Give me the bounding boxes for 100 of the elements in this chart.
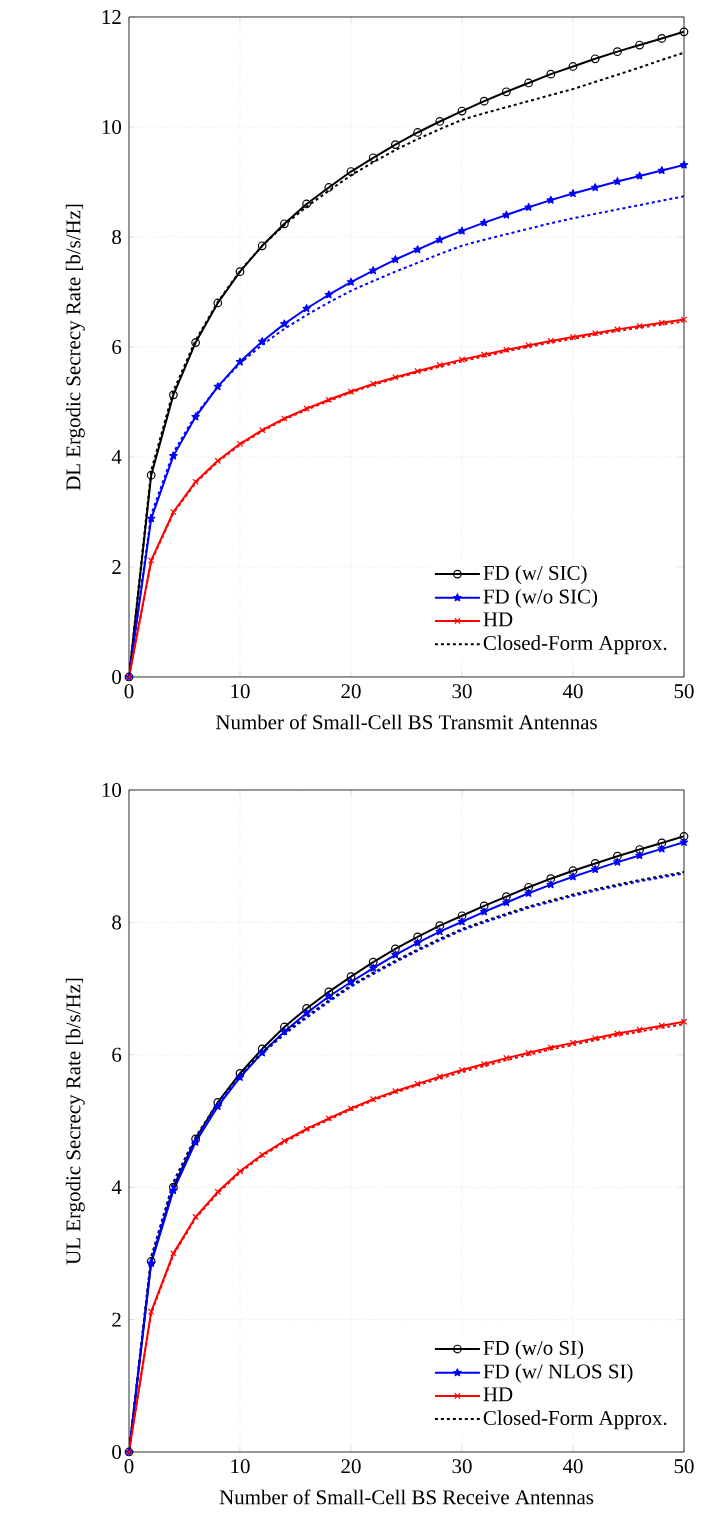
point <box>258 1151 266 1159</box>
point <box>302 304 311 313</box>
point <box>568 62 578 71</box>
point <box>458 356 466 363</box>
point <box>146 470 156 480</box>
point <box>635 40 644 50</box>
point <box>457 917 467 926</box>
point <box>435 921 445 931</box>
x-tick-label: 10 <box>231 684 250 699</box>
legend-label: HD <box>483 1387 513 1402</box>
point <box>236 440 244 448</box>
legend-label: HD <box>483 612 513 627</box>
point <box>147 557 155 564</box>
point <box>680 1018 688 1025</box>
x-tick-label: 30 <box>452 684 472 699</box>
point <box>280 319 289 328</box>
point <box>369 963 378 972</box>
point <box>435 927 444 936</box>
point <box>280 1027 289 1036</box>
y-tick-label: 6 <box>112 1047 122 1062</box>
point <box>281 1137 288 1145</box>
legend-label: Closed-Form Approx. <box>483 1410 667 1430</box>
y-tick-label: 2 <box>112 560 121 574</box>
legend-label: FD (w/o SI) <box>483 1340 584 1360</box>
point <box>679 831 689 841</box>
point <box>413 245 422 254</box>
point <box>546 195 555 204</box>
x-tick-label: 20 <box>341 1459 361 1474</box>
point <box>346 277 356 286</box>
y-tick-label: 0 <box>112 669 122 685</box>
point <box>302 1004 311 1013</box>
point <box>613 47 622 57</box>
point <box>568 872 578 881</box>
point <box>280 219 289 229</box>
point <box>546 880 555 889</box>
point <box>480 218 489 227</box>
y-axis-title: UL Ergodic Secrecy Rate [b/s/Hz] <box>65 978 85 1265</box>
point <box>235 1072 245 1081</box>
point <box>170 508 177 516</box>
point <box>324 992 333 1001</box>
point <box>546 874 556 884</box>
y-tick-label: 10 <box>102 782 122 798</box>
point <box>392 1087 399 1095</box>
point <box>525 1049 532 1057</box>
point <box>546 69 556 79</box>
point <box>613 857 622 866</box>
point <box>414 367 421 375</box>
point <box>479 901 489 911</box>
point <box>324 183 334 192</box>
point <box>679 160 689 169</box>
point <box>235 267 245 277</box>
y-tick-label: 12 <box>102 10 121 24</box>
x-tick-label: 20 <box>341 684 361 699</box>
point <box>169 451 178 460</box>
x-tick-label: 50 <box>674 1459 694 1474</box>
point <box>524 882 533 892</box>
point <box>635 171 644 180</box>
point <box>169 1186 178 1195</box>
point <box>302 1008 311 1017</box>
point <box>480 351 488 358</box>
y-tick-label: 4 <box>111 450 122 464</box>
x-tick-label: 40 <box>562 684 583 699</box>
point <box>479 96 489 106</box>
point <box>502 87 511 97</box>
y-tick-label: 8 <box>112 229 122 245</box>
y-tick-label: 8 <box>112 915 122 930</box>
point <box>457 226 467 235</box>
point <box>192 1213 199 1221</box>
point <box>346 972 356 982</box>
point <box>569 1039 577 1047</box>
point <box>369 266 378 275</box>
point <box>213 298 223 308</box>
point <box>147 1308 155 1315</box>
point <box>524 888 533 897</box>
point <box>413 932 422 942</box>
point <box>192 478 199 486</box>
point <box>657 34 667 43</box>
point <box>502 210 511 219</box>
point <box>368 957 378 967</box>
point <box>613 177 622 186</box>
x-axis-title: Number of Small-Cell BS Receive Antennas <box>219 1489 594 1505</box>
point <box>391 255 400 264</box>
point <box>347 1105 355 1112</box>
point <box>591 183 600 192</box>
point <box>503 1054 510 1062</box>
point <box>547 1044 555 1051</box>
x-axis-title: Number of Small-Cell BS Transmit Antennas <box>216 714 597 730</box>
point <box>302 199 311 209</box>
point <box>457 106 467 116</box>
point <box>435 235 444 244</box>
x-tick-label: 10 <box>231 1459 250 1474</box>
point <box>524 78 533 88</box>
y-tick-label: 4 <box>111 1180 122 1195</box>
point <box>236 1168 244 1175</box>
point <box>657 838 667 848</box>
point <box>436 1073 444 1080</box>
y-tick-label: 10 <box>102 119 122 135</box>
point <box>502 898 511 907</box>
point <box>635 845 644 854</box>
point <box>325 1115 333 1122</box>
